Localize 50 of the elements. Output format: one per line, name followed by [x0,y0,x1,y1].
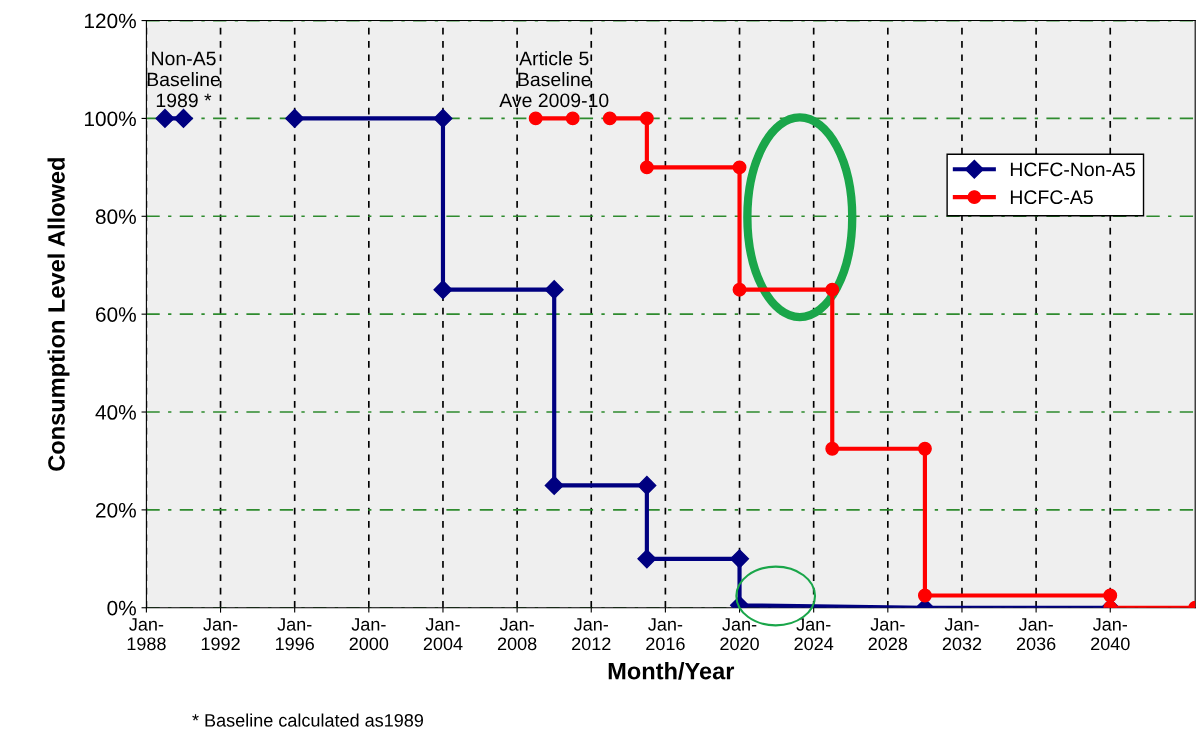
x-axis-title: Month/Year [608,662,735,680]
point [565,111,580,126]
point [637,475,657,495]
x-tick-label: Jan- 2020 [720,618,759,651]
legend-label: HCFC-A5 [1010,190,1093,205]
y-tick-label: 40% [95,405,136,420]
x-tick-label: Jan- 2000 [349,618,389,651]
point [732,160,747,175]
y-tick-label: 100% [84,111,136,127]
x-tick-label: Jan- 2028 [868,618,908,651]
point [173,108,194,128]
point [730,549,750,569]
x-tick-label: Jan- 2004 [423,618,463,651]
y-tick-label: 120% [84,13,136,29]
text: * Baseline calculated as1989 [192,713,424,727]
point [1103,588,1118,603]
y-tick-label: 0% [107,600,136,616]
point [917,441,932,456]
x-tick-label: Jan- 2032 [942,618,982,651]
point [544,475,564,495]
point [637,549,657,569]
y-tick-label: 20% [96,502,136,518]
point [639,111,654,126]
point [639,160,654,175]
y-tick-label: 80% [95,209,136,225]
point [285,108,305,128]
y-tick-label: 60% [96,307,136,322]
point [155,108,175,128]
y-axis-title: Consumption Level Allowed [47,158,70,471]
x-tick-label: Jan- 1992 [201,618,240,651]
x-tick-label: Jan- 2012 [572,618,611,651]
x-tick-label: Jan- 2008 [497,618,537,651]
point [433,280,453,300]
x-tick-label: Jan- 2024 [794,618,834,651]
point [528,111,543,126]
x-tick-label: Jan- 2016 [646,618,685,651]
point [433,108,453,128]
point [917,588,932,603]
annotation: Non-A5 Baseline 1989 * [147,51,220,108]
x-tick-label: Jan- 1996 [275,618,314,651]
x-tick-label: Jan- 2036 [1016,618,1056,651]
point [825,282,840,297]
point [732,282,747,297]
point [602,111,617,126]
point [825,441,840,456]
x-tick-label: Jan- 2040 [1091,618,1130,651]
x-tick-label: Jan- 1988 [127,618,166,651]
point [544,280,564,300]
legend-label: HCFC-Non-A5 [1010,162,1135,177]
annotation: Article 5 Baseline Ave 2009-10 [499,51,609,108]
